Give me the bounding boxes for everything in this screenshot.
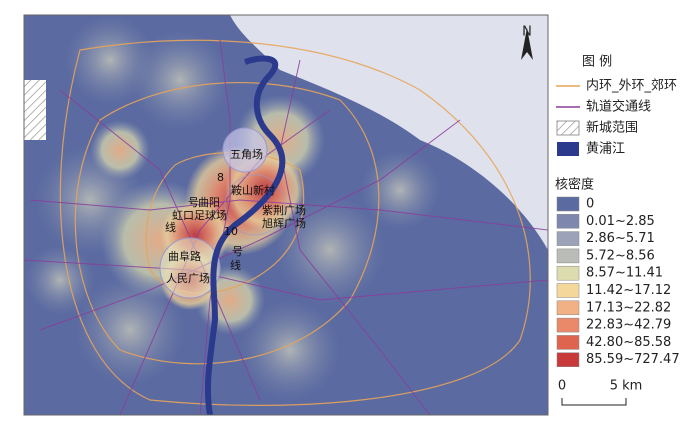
map	[24, 15, 548, 415]
density-swatch	[556, 248, 580, 264]
density-label: 8.57~11.41	[586, 266, 663, 281]
legend-swatch	[556, 120, 580, 136]
density-label: 42.80~85.58	[586, 335, 671, 350]
line-label: 号	[188, 196, 199, 209]
place-label: 五角场	[230, 147, 263, 161]
line-label: 线	[230, 258, 241, 272]
line-label: 线	[165, 220, 176, 234]
density-swatch	[556, 214, 580, 229]
place-label: 曲阜路	[168, 250, 201, 263]
line-label: 8	[217, 171, 224, 184]
legend-label: 黄浦江	[586, 142, 625, 157]
legend-label: 内环_外环_郊环	[586, 78, 677, 94]
density-swatch	[556, 352, 580, 367]
density-swatch	[556, 283, 580, 298]
legend-swatch	[557, 142, 579, 156]
density-label: 85.59~727.47	[586, 352, 680, 367]
legend-title: 图 例	[582, 55, 612, 70]
scale-bar: 0 5 km	[558, 379, 642, 406]
line-label: 号	[232, 245, 243, 258]
legend-label: 轨道交通线	[586, 99, 651, 115]
density-label: 0.01~2.85	[586, 214, 655, 229]
place-label: 紫荆广场	[262, 203, 306, 217]
density-label: 22.83~42.79	[586, 318, 671, 333]
density-label: 11.42~17.12	[586, 283, 671, 298]
place-label: 鞍山新村	[231, 183, 275, 197]
place-label: 人民广场	[166, 271, 210, 285]
places: 五角场 鞍山新村 紫荆广场 旭辉广场 曲阳 虹口足球场 曲阜路 人民广场 8 号…	[165, 147, 306, 285]
density-swatch	[556, 231, 580, 246]
density-label: 5.72~8.56	[586, 248, 655, 263]
density-swatch	[556, 265, 580, 281]
north-label: N	[522, 25, 532, 40]
density-label: 17.13~22.82	[586, 300, 671, 315]
density-swatch	[556, 335, 580, 350]
legend-label: 新城范围	[586, 120, 638, 136]
density-label: 0	[586, 197, 594, 212]
density-label: 2.86~5.71	[586, 231, 655, 246]
density-swatch	[556, 317, 580, 333]
map-frame	[23, 14, 549, 416]
place-label: 曲阳	[198, 196, 220, 209]
line-label: 10	[224, 225, 238, 238]
density-swatch	[556, 300, 580, 316]
scale-label: 5 km	[610, 379, 643, 394]
place-label: 旭辉广场	[262, 216, 306, 230]
place-label: 虹口足球场	[172, 208, 227, 222]
density-swatch	[556, 196, 580, 212]
north-arrow: N	[521, 25, 533, 60]
density-title: 核密度	[555, 177, 594, 193]
scale-label: 0	[558, 379, 566, 394]
